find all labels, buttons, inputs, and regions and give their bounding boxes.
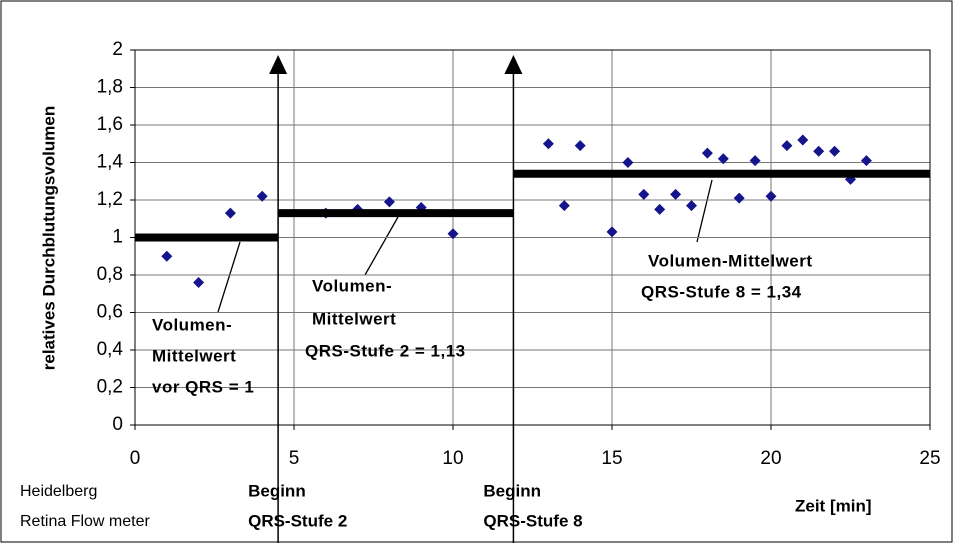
leader-line xyxy=(364,216,399,276)
y-tick-label: 0,2 xyxy=(97,377,123,398)
point xyxy=(797,134,809,146)
point xyxy=(781,140,793,152)
point xyxy=(670,188,682,200)
point xyxy=(193,277,205,288)
leader-line xyxy=(217,241,241,313)
point xyxy=(542,138,554,150)
y-tick-label: 0,4 xyxy=(97,339,124,360)
y-tick-label: 1,8 xyxy=(97,77,123,98)
point xyxy=(733,192,745,204)
annotation: QRS-Stufe 2 = 1,13 xyxy=(305,341,466,360)
x-tick-label: 20 xyxy=(760,448,781,469)
annotation: QRS-Stufe 8 = 1,34 xyxy=(641,282,802,301)
annotation: Mittelwert xyxy=(312,309,396,328)
point xyxy=(749,155,761,167)
point xyxy=(447,228,459,240)
y-axis-label: relatives Durchblutungsvolumen xyxy=(39,106,58,371)
source-label: Heidelberg xyxy=(20,483,97,500)
y-tick-label: 1,4 xyxy=(97,152,124,173)
point xyxy=(574,140,586,152)
x-tick-label: 5 xyxy=(289,448,300,469)
x-tick-label: 0 xyxy=(130,448,141,469)
point xyxy=(161,250,173,262)
point xyxy=(686,200,697,212)
y-tick-label: 1,2 xyxy=(97,189,123,210)
point xyxy=(224,207,236,219)
arrow-head xyxy=(504,55,523,74)
leader-line xyxy=(696,179,713,243)
x-tick-label: 25 xyxy=(919,448,940,469)
annotation: Mittelwert xyxy=(152,346,236,365)
point xyxy=(701,147,713,159)
point xyxy=(638,188,650,200)
annotation: Volumen-Mittelwert xyxy=(648,251,813,270)
arrow-head xyxy=(269,55,288,74)
x-tick-label: 10 xyxy=(442,448,463,469)
point xyxy=(717,153,729,165)
y-tick-label: 0 xyxy=(112,414,123,435)
point xyxy=(558,200,570,212)
point xyxy=(860,155,872,167)
point xyxy=(622,157,634,168)
event-label: Beginn xyxy=(483,481,541,500)
annotation: Volumen- xyxy=(152,315,232,334)
y-tick-label: 2 xyxy=(112,39,123,60)
annotation: Volumen- xyxy=(312,276,392,295)
point xyxy=(829,145,841,157)
y-tick-label: 1 xyxy=(112,227,123,248)
point xyxy=(813,145,825,157)
y-tick-label: 0,8 xyxy=(97,264,123,285)
source-label: Retina Flow meter xyxy=(20,513,150,530)
event-label: Beginn xyxy=(248,481,306,500)
event-label: QRS-Stufe 8 xyxy=(483,511,582,530)
event-label: QRS-Stufe 2 xyxy=(248,511,347,530)
point xyxy=(606,226,618,238)
point xyxy=(383,196,395,208)
annotation: vor QRS = 1 xyxy=(152,377,254,396)
point xyxy=(256,190,268,202)
x-axis-label: Zeit [min] xyxy=(795,496,872,515)
point xyxy=(765,190,777,202)
y-tick-label: 0,6 xyxy=(97,302,123,323)
y-tick-label: 1,6 xyxy=(97,114,123,135)
point xyxy=(654,203,666,215)
x-tick-label: 15 xyxy=(601,448,622,469)
